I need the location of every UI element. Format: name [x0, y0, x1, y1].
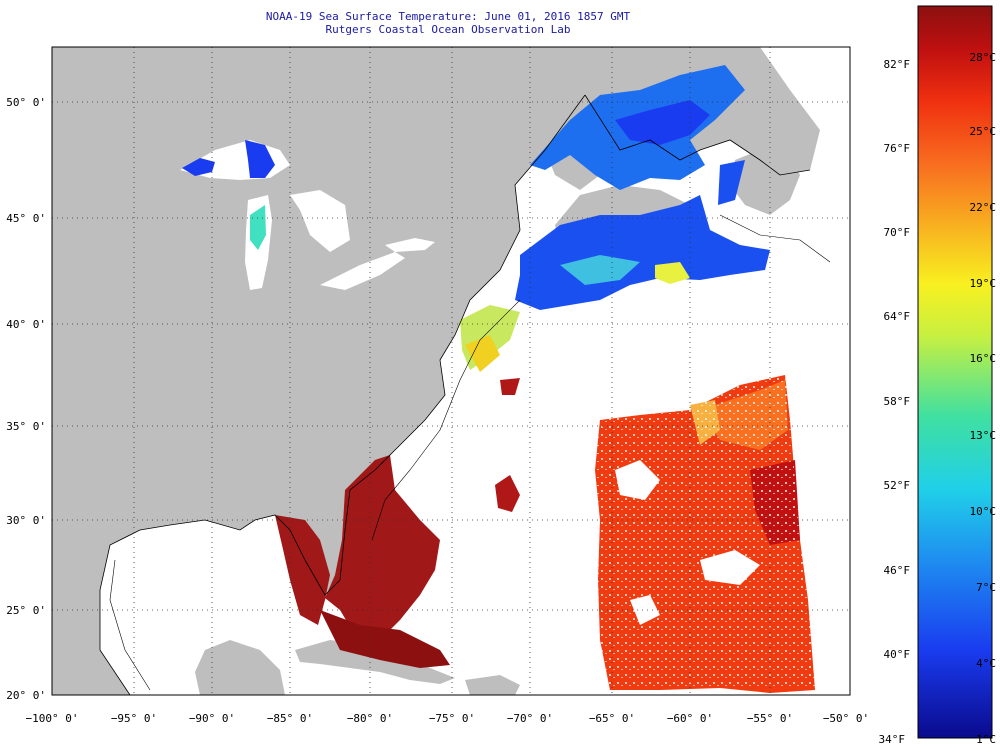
- lat-label: 30° 0': [6, 514, 46, 527]
- map-title: NOAA-19 Sea Surface Temperature: June 01…: [266, 10, 631, 23]
- lake-superior-sst-west: [182, 158, 215, 176]
- colorbar-f-label: 70°F: [884, 226, 911, 239]
- colorbar-c-label: 19°C: [970, 277, 997, 290]
- lat-label: 40° 0': [6, 318, 46, 331]
- colorbar-f-label: 52°F: [884, 479, 911, 492]
- colorbar-c-label: 28°C: [970, 51, 997, 64]
- land-newfoundland: [730, 150, 800, 215]
- map-area: [52, 47, 850, 695]
- cloud-gap-2: [700, 550, 760, 585]
- land-hispaniola: [465, 675, 520, 695]
- colorbar-c-label: 25°C: [970, 125, 997, 138]
- colorbar-c-label: 16°C: [970, 352, 997, 365]
- lake-erie: [320, 252, 405, 290]
- lon-label: −95° 0': [111, 712, 157, 725]
- lon-label: −80° 0': [347, 712, 393, 725]
- lat-label: 35° 0': [6, 420, 46, 433]
- longitude-labels: −100° 0' −95° 0' −90° 0' −85° 0' −80° 0'…: [26, 712, 870, 725]
- lon-label: −85° 0': [267, 712, 313, 725]
- colorbar-c-label: 1°C: [976, 733, 996, 746]
- lon-label: −60° 0': [667, 712, 713, 725]
- sst-gulf-st-lawrence-inner: [615, 100, 710, 145]
- map-border: [51, 46, 851, 696]
- coastline-east: [99, 94, 586, 695]
- shelf-break-line: [109, 214, 831, 691]
- lat-label: 50° 0': [6, 96, 46, 109]
- land-north-america: [52, 47, 585, 695]
- lon-label: −65° 0': [589, 712, 635, 725]
- cloud-gap-3: [630, 595, 660, 625]
- colorbar: [917, 5, 993, 739]
- lon-label: −50° 0': [823, 712, 869, 725]
- sst-mid-atlantic-warm: [465, 335, 500, 372]
- sst-gulf-of-mexico-east: [275, 515, 330, 625]
- colorbar-celsius-labels: 28°C 25°C 22°C 19°C 16°C 13°C 10°C 7°C 4…: [970, 51, 997, 746]
- lake-superior-sst: [245, 140, 275, 178]
- colorbar-f-label: 40°F: [884, 648, 911, 661]
- lat-label: 20° 0': [6, 689, 46, 702]
- map-subtitle: Rutgers Coastal Ocean Observation Lab: [325, 23, 570, 36]
- graticule: [52, 47, 850, 695]
- colorbar-f-label: 64°F: [884, 310, 911, 323]
- lon-label: −75° 0': [429, 712, 475, 725]
- colorbar-fahrenheit-labels: 82°F 76°F 70°F 64°F 58°F 52°F 46°F 40°F …: [879, 58, 911, 746]
- land-cuba: [295, 640, 455, 684]
- latitude-labels: 50° 0' 45° 0' 40° 0' 35° 0' 30° 0' 25° 0…: [6, 96, 46, 702]
- sst-gulf-of-maine: [515, 195, 770, 310]
- coastline-labrador: [584, 94, 811, 176]
- sst-labrador-sea: [718, 160, 745, 205]
- lon-label: −90° 0': [189, 712, 235, 725]
- lake-ontario: [385, 238, 435, 252]
- colorbar-c-label: 13°C: [970, 429, 997, 442]
- colorbar-c-label: 7°C: [976, 581, 996, 594]
- cloud-gap-1: [615, 460, 660, 500]
- sst-gulfstream-filament: [495, 475, 520, 512]
- sst-straits: [320, 610, 450, 668]
- lon-label: −55° 0': [747, 712, 793, 725]
- sst-cloud-speckle: [595, 375, 815, 690]
- sst-gulfstream-filament-2: [500, 378, 520, 395]
- colorbar-c-label: 10°C: [970, 505, 997, 518]
- lon-label: −100° 0': [26, 712, 79, 725]
- lat-label: 45° 0': [6, 212, 46, 225]
- lake-michigan-sst: [250, 205, 266, 250]
- lon-label: −70° 0': [507, 712, 553, 725]
- sst-gulf-of-maine-warm: [560, 255, 640, 285]
- lake-huron: [290, 190, 350, 252]
- colorbar-f-label: 76°F: [884, 142, 911, 155]
- colorbar-f-label: 58°F: [884, 395, 911, 408]
- sst-georges-bank: [655, 262, 690, 284]
- land-yucatan: [195, 640, 285, 695]
- colorbar-f-label: 46°F: [884, 564, 911, 577]
- colorbar-f-label: 34°F: [879, 733, 906, 746]
- sst-florida-shelf: [325, 455, 440, 640]
- colorbar-f-label: 82°F: [884, 58, 911, 71]
- colorbar-c-label: 4°C: [976, 657, 996, 670]
- lat-label: 25° 0': [6, 604, 46, 617]
- colorbar-c-label: 22°C: [970, 201, 997, 214]
